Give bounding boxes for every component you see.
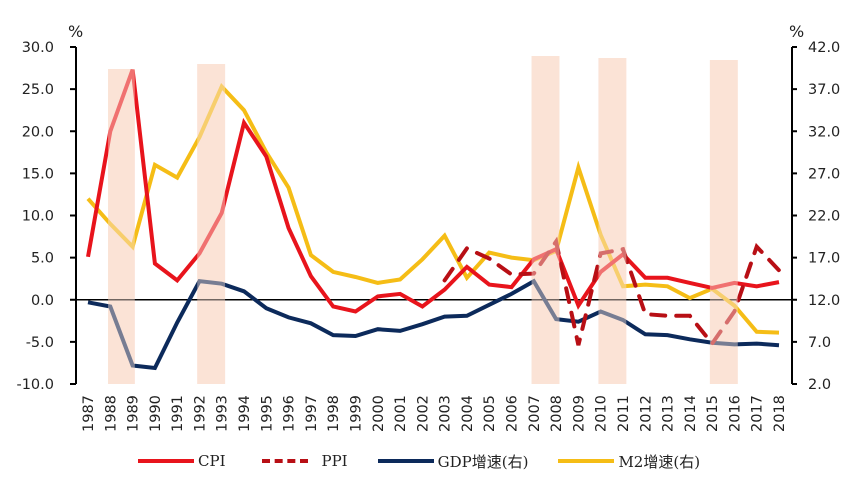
right-axis-tick-label: 42.0 [808,40,840,56]
shaded-period-2010-2011 [598,58,627,384]
x-tick-label: 1989 [126,395,142,432]
left-axis-tick-label: 15.0 [22,166,54,182]
x-tick-label: 1988 [103,395,119,432]
legend-label-cpi: CPI [198,452,226,470]
x-tick-label: 2016 [727,395,743,432]
x-tick-label: 2012 [638,395,654,432]
right-axis-tick-label: 22.0 [808,209,840,225]
right-axis-tick-label: 37.0 [808,82,840,98]
series-line-gdp [87,278,780,371]
series-line-m2 [86,83,780,335]
right-axis-unit-label: % [789,22,804,41]
right-axis-tick-label: 32.0 [808,124,840,140]
legend-swatch-cpi [138,459,194,463]
legend-item-ppi: PPI [256,452,348,470]
x-axis: 1987 1988 1989 1990 1991 1992 1993 1994 1995 1996… [76,299,792,432]
left-axis-tick-label: 20.0 [22,124,54,140]
left-axis-tick-label: 25.0 [22,82,54,98]
x-tick-label: 1994 [237,395,253,432]
legend-label-m2: M2增速(右) [618,452,701,471]
shaded-period-2015-2016 [709,60,738,384]
left-axis-tick-label: 30.0 [22,40,54,56]
right-axis-tick-label: 2.0 [808,377,831,393]
legend-swatch-m2 [558,459,615,463]
x-tick-label: 1996 [282,395,298,432]
left-axis-tick-label: 5.0 [31,251,54,267]
legend-item-cpi: CPI [138,452,226,470]
x-tick-label: 2008 [549,395,565,432]
chart: -10.0 -5.0 0.0 5.0 10.0 15.0 20.0 25.0 30.0 2.0 7… [16,22,840,432]
x-tick-label: 2000 [371,395,387,432]
legend-label-ppi: PPI [321,452,348,470]
left-axis-tick-label: 0.0 [31,293,54,309]
x-tick-label: 1987 [81,395,97,432]
x-tick-label: 2017 [750,395,766,432]
x-tick-label: 1995 [259,395,275,432]
right-axis-tick-label: 27.0 [808,166,840,182]
right-axis-tick-label: 12.0 [808,293,840,309]
shaded-period-overlay-1992-1993 [197,64,226,384]
series-lines [86,56,781,384]
x-tick-label: 1997 [304,395,320,432]
x-tick-label: 2003 [438,395,454,432]
legend-swatch-gdp [377,459,434,463]
x-tick-label: 1991 [170,395,186,432]
right-axis-tick-label: 7.0 [808,335,831,351]
series-line-ppi [442,236,781,347]
legend-swatch-ppi [261,459,308,463]
right-axis: 2.0 7.0 12.0 17.0 22.0 27.0 32.0 37.0 42.0 [791,40,840,393]
shaded-period-overlay-2007-2008 [531,56,560,384]
shaded-period-overlay-1988-1989 [108,69,135,384]
x-tick-label: 1998 [326,395,342,432]
x-tick-label: 2013 [661,395,677,432]
x-tick-label: 2001 [393,395,409,432]
left-axis: -10.0 -5.0 0.0 5.0 10.0 15.0 20.0 25.0 30.0 [16,40,77,393]
x-tick-label: 1992 [192,395,208,432]
shaded-period-overlay-2015-2016 [709,60,738,384]
x-tick-label: 2007 [527,395,543,432]
x-tick-label: 2004 [460,395,476,432]
left-axis-unit-label: % [68,22,83,41]
legend: CPI PPI GDP增速(右) M2增速(右) [138,448,730,474]
legend-item-m2: M2增速(右) [558,451,700,472]
left-axis-tick-label: 10.0 [22,209,54,225]
x-tick-label: 2018 [772,395,788,432]
shaded-period-2007-2008 [531,56,560,384]
x-tick-label: 2006 [505,395,521,432]
x-tick-label: 2005 [482,395,498,432]
left-axis-tick-label: -5.0 [26,335,54,351]
legend-item-gdp: GDP增速(右) [377,451,529,472]
x-tick-label: 2010 [594,395,610,432]
x-tick-label: 1999 [348,395,364,432]
x-tick-label: 2014 [683,395,699,432]
left-axis-tick-label: -10.0 [16,377,54,393]
x-tick-label: 2009 [571,395,587,432]
shaded-period-overlay-2010-2011 [598,58,627,384]
x-tick-label: 2011 [616,395,632,432]
x-tick-label: 2015 [705,395,721,432]
x-tick-label: 1990 [148,395,164,432]
shaded-periods [108,56,738,384]
legend-label-gdp: GDP增速(右) [437,452,529,471]
x-tick-label: 2002 [415,395,431,432]
x-tick-label: 1993 [215,395,231,432]
shaded-period-1992-1993 [197,64,226,384]
right-axis-tick-label: 17.0 [808,251,840,267]
series-line-cpi [86,69,780,314]
